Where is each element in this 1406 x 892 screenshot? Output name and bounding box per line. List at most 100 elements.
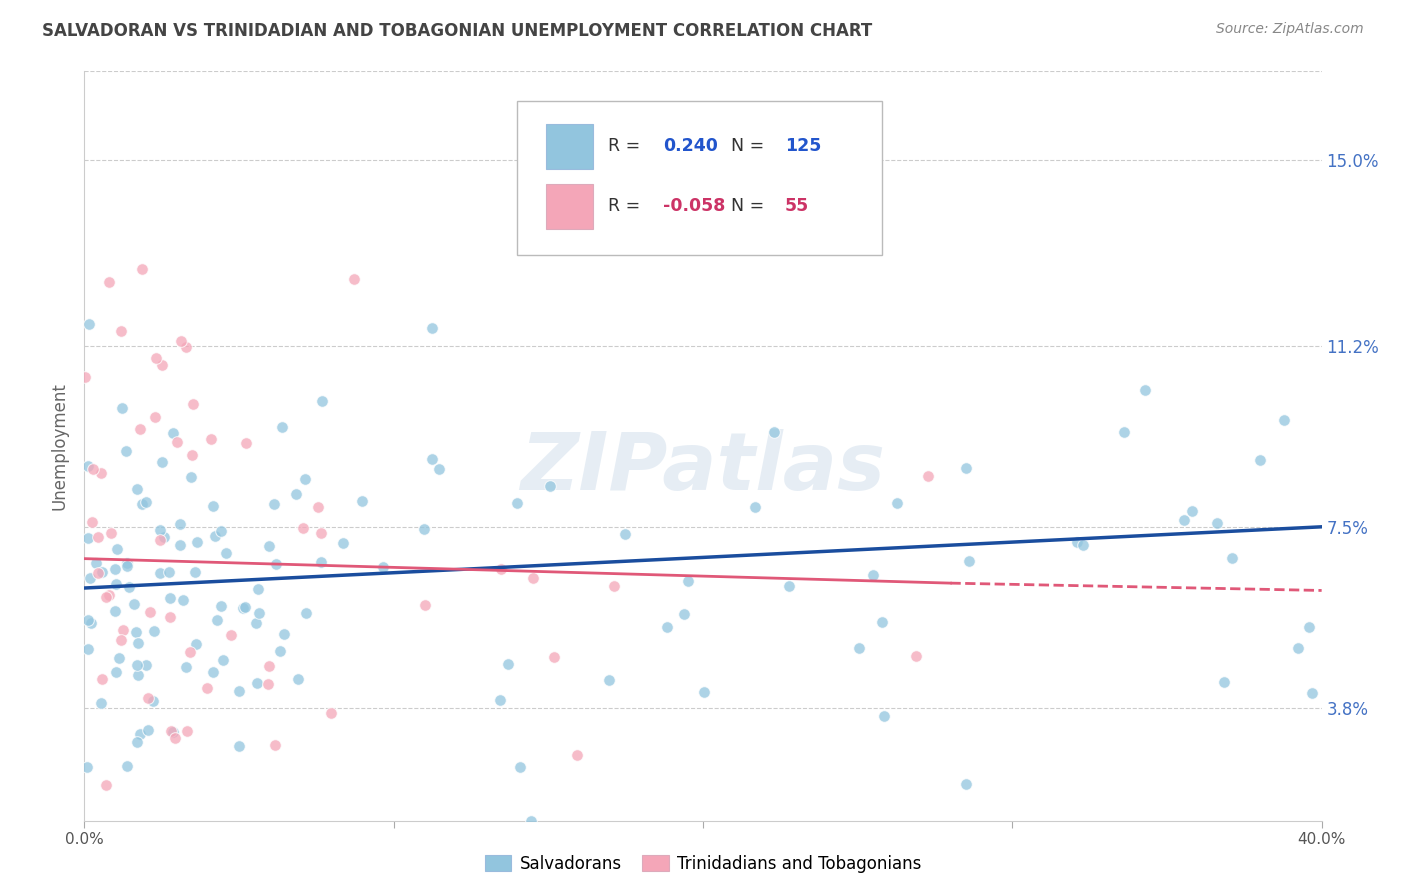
Point [235, 436, 257, 450]
Point [567, 747, 589, 762]
Point [152, 455, 174, 469]
Point [138, 723, 160, 737]
Point [162, 426, 184, 441]
Point [1301, 686, 1323, 700]
Point [332, 536, 354, 550]
Point [174, 339, 197, 353]
Text: -0.058: -0.058 [664, 197, 725, 215]
Text: R =: R = [607, 137, 645, 155]
Point [82, 461, 104, 475]
Point [75, 370, 97, 384]
Point [245, 616, 267, 631]
FancyBboxPatch shape [517, 102, 883, 255]
Point [207, 614, 229, 628]
Point [118, 580, 141, 594]
Point [124, 597, 146, 611]
Point [127, 483, 149, 497]
Point [135, 658, 157, 673]
Point [77, 531, 100, 545]
Point [543, 649, 565, 664]
Point [131, 497, 153, 511]
Point [209, 524, 232, 538]
Text: 125: 125 [785, 137, 821, 155]
Point [269, 643, 291, 657]
Point [266, 557, 288, 571]
Point [215, 546, 238, 560]
Text: Source: ZipAtlas.com: Source: ZipAtlas.com [1216, 22, 1364, 37]
Point [538, 479, 561, 493]
Point [209, 599, 232, 614]
Point [115, 444, 138, 458]
Point [149, 533, 172, 548]
Point [489, 562, 512, 576]
Point [142, 624, 165, 638]
Point [143, 409, 166, 424]
Point [862, 568, 884, 582]
Point [1286, 641, 1309, 656]
Text: N =: N = [731, 137, 770, 155]
Point [139, 605, 162, 619]
Point [307, 500, 329, 515]
Point [957, 554, 980, 568]
Point [127, 735, 149, 749]
Point [311, 394, 333, 409]
Point [598, 673, 620, 688]
Point [125, 625, 148, 640]
Point [1298, 620, 1320, 634]
Point [145, 351, 167, 365]
Point [420, 452, 443, 467]
Point [77, 641, 100, 656]
Point [183, 565, 205, 579]
Point [159, 724, 181, 739]
Point [111, 623, 134, 637]
Point [110, 633, 132, 648]
Point [80, 616, 103, 631]
Point [672, 607, 695, 622]
Point [87, 566, 110, 581]
Point [291, 521, 314, 535]
Point [1213, 675, 1236, 690]
Point [413, 522, 436, 536]
Point [886, 496, 908, 510]
Point [90, 466, 112, 480]
Point [246, 675, 269, 690]
Point [603, 579, 626, 593]
Point [201, 665, 224, 680]
Y-axis label: Unemployment: Unemployment [51, 382, 69, 510]
Point [204, 529, 226, 543]
Point [259, 659, 281, 673]
Point [181, 397, 204, 411]
Legend: Salvadorans, Trinidadians and Tobagonians: Salvadorans, Trinidadians and Tobagonian… [478, 848, 928, 880]
Point [100, 526, 122, 541]
Point [159, 610, 181, 624]
Point [294, 472, 316, 486]
Point [115, 559, 138, 574]
Point [233, 600, 256, 615]
Point [157, 565, 180, 579]
Point [508, 760, 530, 774]
Text: ZIPatlas: ZIPatlas [520, 429, 886, 508]
Point [873, 709, 896, 723]
Point [264, 738, 287, 752]
Point [169, 517, 191, 532]
Point [373, 560, 395, 574]
Point [117, 556, 139, 570]
Point [319, 706, 342, 720]
Point [1173, 513, 1195, 527]
Point [309, 525, 332, 540]
Point [309, 555, 332, 569]
FancyBboxPatch shape [546, 124, 593, 169]
Point [198, 831, 221, 846]
Point [84, 556, 107, 570]
Point [127, 636, 149, 650]
Point [166, 435, 188, 450]
Point [1205, 516, 1227, 531]
Point [219, 628, 242, 642]
Point [273, 627, 295, 641]
Point [172, 593, 194, 607]
Point [232, 601, 254, 615]
Point [1135, 383, 1157, 397]
Point [1066, 535, 1088, 549]
Point [125, 658, 148, 673]
Point [257, 539, 280, 553]
